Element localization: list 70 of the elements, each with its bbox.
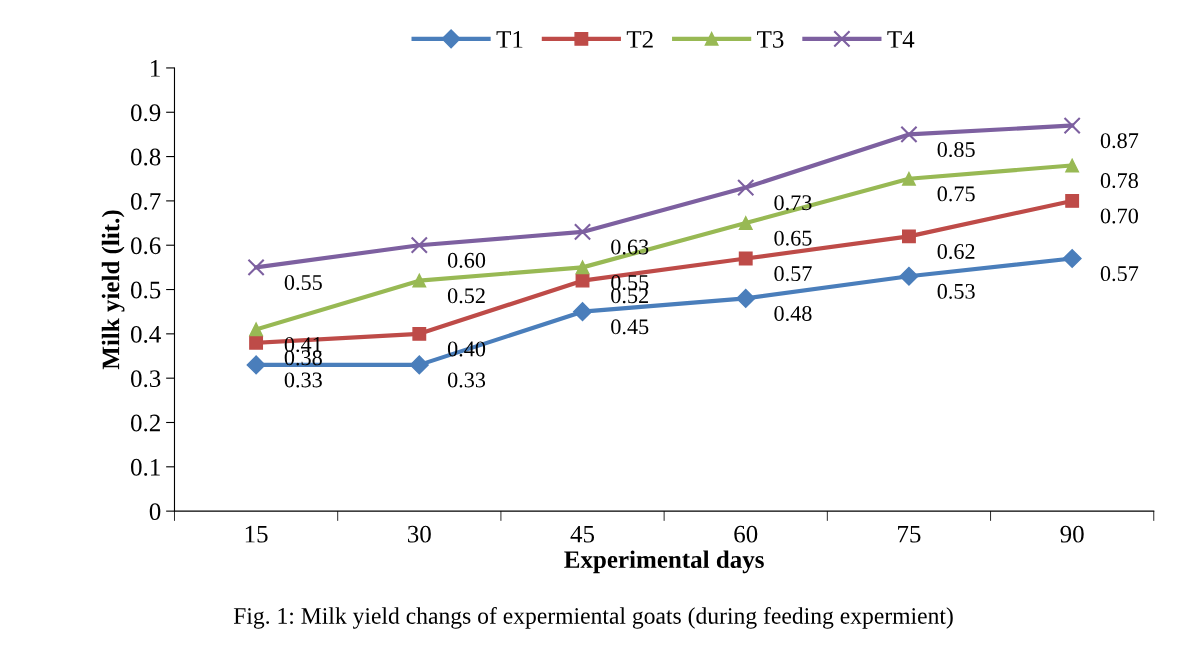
data-label: 0.33: [284, 372, 322, 388]
data-label: 0.73: [774, 195, 812, 211]
point: [410, 236, 428, 254]
point: [738, 251, 753, 266]
y-tick-label: 0: [149, 503, 161, 521]
y-axis-title: Milk yield (lit.): [101, 210, 125, 370]
y-tick-label: 0.5: [131, 281, 161, 299]
legend-label: T1: [496, 31, 523, 48]
data-label: 0.52: [447, 288, 485, 304]
point: [1065, 158, 1080, 173]
data-label: 0.52: [611, 288, 648, 304]
y-tick-label: 0.3: [131, 370, 161, 388]
data-label: 0.57: [1100, 266, 1139, 282]
point: [900, 125, 918, 144]
data-label: 0.45: [611, 319, 649, 335]
point: [902, 229, 916, 244]
data-label: 0.33: [447, 372, 486, 388]
legend-label: T2: [626, 31, 653, 48]
data-label: 0.63: [611, 239, 649, 255]
data-label: 0.78: [1100, 173, 1138, 189]
point: [249, 322, 264, 337]
x-tick-label: 30: [408, 525, 431, 543]
point: [412, 273, 427, 288]
point: [572, 302, 593, 322]
data-label: 0.57: [774, 266, 812, 282]
x-axis-title: Experimental days: [564, 550, 764, 574]
data-label: 0.60: [447, 252, 486, 268]
data-label: 0.55: [611, 274, 649, 291]
point: [1065, 193, 1080, 208]
caption: Fig. 1: Milk yield changs of expermiental goats (during feeding expermient): [233, 607, 953, 629]
point: [246, 355, 266, 375]
point: [736, 288, 756, 308]
data-label: 0.48: [774, 305, 812, 322]
point: [737, 178, 755, 197]
data-label: 0.55: [284, 274, 322, 291]
point: [738, 216, 753, 230]
y-tick-label: 0.9: [131, 104, 161, 122]
point: [902, 171, 916, 186]
x-tick-label: 90: [1060, 525, 1084, 543]
point: [575, 273, 590, 288]
data-label: 0.85: [937, 142, 975, 158]
point: [412, 326, 427, 341]
y-tick-label: 0.7: [131, 192, 161, 210]
point: [409, 355, 429, 375]
legend-label: T4: [887, 31, 915, 48]
data-label: 0.87: [1100, 133, 1139, 149]
x-tick-label: 75: [898, 526, 921, 543]
point: [249, 335, 264, 350]
y-tick-label: 0.2: [131, 414, 160, 432]
data-label: 0.65: [774, 230, 812, 246]
point: [247, 258, 265, 277]
y-tick-label: 0.8: [131, 148, 161, 166]
y-tick-label: 0.4: [131, 325, 161, 343]
data-label: 0.38: [284, 350, 322, 366]
x-tick-label: 45: [570, 525, 595, 543]
x-tick-label: 60: [734, 525, 758, 543]
legend-label: T3: [757, 31, 784, 48]
y-tick-label: 0.6: [131, 237, 161, 255]
data-label: 0.70: [1100, 208, 1138, 224]
y-tick-label: 1: [150, 60, 160, 77]
x-tick-label: 15: [245, 525, 268, 543]
data-label: 0.75: [937, 186, 975, 202]
data-label: 0.53: [937, 283, 975, 299]
point: [573, 223, 592, 241]
point: [575, 260, 590, 275]
point: [899, 266, 919, 286]
point: [1062, 248, 1082, 269]
point: [1063, 116, 1081, 135]
y-tick-label: 0.1: [131, 458, 160, 476]
data-label: 0.62: [937, 243, 975, 260]
